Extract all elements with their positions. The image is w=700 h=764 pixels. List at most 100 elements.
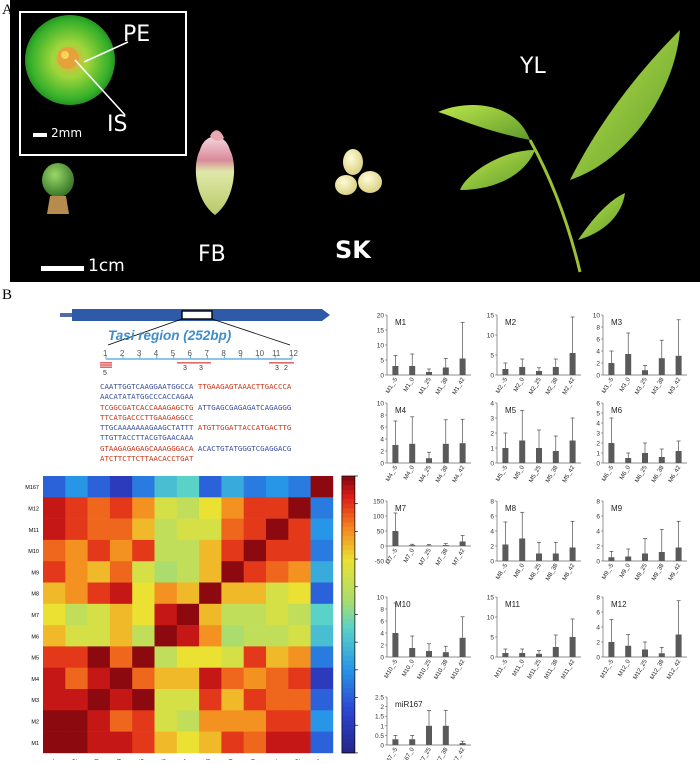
bar xyxy=(569,547,576,561)
bar xyxy=(625,556,632,561)
colorbar-segment xyxy=(341,582,355,588)
colorbar-segment xyxy=(341,669,355,675)
bar-ytick-label: 0 xyxy=(490,655,494,662)
tasi-number-2: 2 xyxy=(119,349,125,358)
bar-ytick-label: 0 xyxy=(380,544,384,551)
bar xyxy=(442,545,449,546)
srna-count: 5 xyxy=(103,369,107,377)
heatmap-cell xyxy=(176,646,200,668)
sequence-segment: TCGGCGATCACCAAAGAGCTG xyxy=(100,402,198,412)
bar-category-label: M9_-5 xyxy=(601,562,615,580)
bar-category-label: M4_38 xyxy=(435,464,450,483)
heatmap-cell xyxy=(87,497,111,519)
bar-ytick-label: 2 xyxy=(596,544,600,551)
heatmap-cell xyxy=(199,561,222,583)
bar xyxy=(519,440,526,463)
heatmap-cell xyxy=(243,539,267,562)
heatmap-cell xyxy=(154,731,178,754)
bar-ytick-label: 0 xyxy=(596,655,600,662)
bar-category-label: M11_38 xyxy=(544,658,560,680)
srna-mark xyxy=(100,366,112,368)
heatmap-cell xyxy=(221,603,244,626)
heatmap-cell xyxy=(109,582,133,605)
heatmap-row-label: M9 xyxy=(31,570,39,576)
bar-ytick-label: 15 xyxy=(487,313,495,320)
bar-category-label: M2_0 xyxy=(513,376,526,393)
heatmap-col-label: M4 xyxy=(117,759,123,760)
bar-ytick-label: 15 xyxy=(487,595,495,602)
srna-mark xyxy=(100,364,112,366)
colorbar-segment xyxy=(341,476,355,482)
bar xyxy=(426,651,432,657)
colorbar-segment xyxy=(341,540,355,546)
colorbar-segment xyxy=(341,614,355,620)
heatmap-cell xyxy=(176,497,200,519)
heatmap-col-label: M5 xyxy=(139,759,145,760)
heatmap-cell xyxy=(43,476,66,498)
bar xyxy=(536,371,542,375)
colorbar-segment xyxy=(341,600,355,606)
bar-chart-m6: 0 1 2 3 4 5 6 M6 M6_-5 M6_0 M6_25 M6_38 M6_42 xyxy=(596,401,687,484)
sequence-line: TTGCAAAAAAAGAAGCTATTT ATGTTGGATTACCATGAC… xyxy=(100,423,380,444)
heatmap-cell xyxy=(87,582,111,605)
bar-category-label: M7_25 xyxy=(418,547,433,566)
heatmap-cell xyxy=(43,646,66,668)
srna-mark xyxy=(280,362,294,364)
heatmap-cell xyxy=(132,561,155,583)
bar-category-label: M1_42 xyxy=(452,376,467,395)
srna-mark xyxy=(100,362,112,364)
scale-label-inset: 2mm xyxy=(51,126,83,140)
heatmap-cell xyxy=(109,518,133,541)
bar-ytick-label: 2.5 xyxy=(375,695,384,702)
heatmap-cell xyxy=(176,731,200,754)
bar xyxy=(625,645,632,657)
bar xyxy=(536,653,542,657)
heatmap-cell xyxy=(310,476,334,498)
srna-mark xyxy=(269,362,287,364)
colorbar-segment xyxy=(341,679,355,685)
heatmap-cell xyxy=(132,497,155,519)
bar-ytick-label: 100 xyxy=(373,514,384,521)
heatmap-cell xyxy=(199,497,222,519)
heatmap-cell xyxy=(310,539,334,562)
bar-chart-title: M3 xyxy=(611,318,623,327)
bar-category-label: M4_0 xyxy=(403,464,416,481)
bar-ytick-label: 1 xyxy=(490,446,494,453)
heatmap-cell xyxy=(199,667,222,690)
bar-category-label: M5_-5 xyxy=(495,464,509,482)
bar-category-label: M8_42 xyxy=(562,562,577,581)
colorbar-segment xyxy=(341,568,355,574)
tasi-title: Tasi region (252bp) xyxy=(108,328,232,343)
heatmap-cell xyxy=(288,497,311,519)
heatmap-cell xyxy=(243,689,267,711)
heatmap-cell xyxy=(109,625,133,647)
heatmap-cell xyxy=(132,731,155,754)
heatmap-cell xyxy=(154,561,178,583)
heatmap-cell xyxy=(199,646,222,668)
heatmap-row-label: M11 xyxy=(29,528,39,534)
bar-category-label: M10_-5 xyxy=(384,658,400,679)
heatmap-cell xyxy=(176,476,200,498)
bar-category-label: M2_42 xyxy=(562,376,577,395)
bar-category-label: M2_38 xyxy=(545,376,560,395)
heatmap-cell xyxy=(310,689,334,711)
tasi-number-4: 4 xyxy=(153,349,159,358)
bar-category-label: M1_25 xyxy=(418,376,433,395)
heatmap-cell xyxy=(132,476,155,498)
heatmap-cell xyxy=(199,710,222,732)
seed-kernel-3 xyxy=(335,175,357,195)
heatmap-cell xyxy=(176,689,200,711)
bar xyxy=(552,553,559,561)
heatmap-cell xyxy=(288,710,311,732)
heatmap-row-label: M4 xyxy=(31,677,39,683)
heatmap-cell xyxy=(43,518,66,541)
heatmap-cell xyxy=(154,689,178,711)
bar xyxy=(442,725,449,745)
bar xyxy=(675,451,682,463)
bar xyxy=(642,453,648,463)
heatmap-cell xyxy=(87,689,111,711)
colorbar-segment xyxy=(341,711,355,717)
heatmap-cell xyxy=(154,667,178,690)
bar-category-label: M11_0 xyxy=(512,658,526,677)
